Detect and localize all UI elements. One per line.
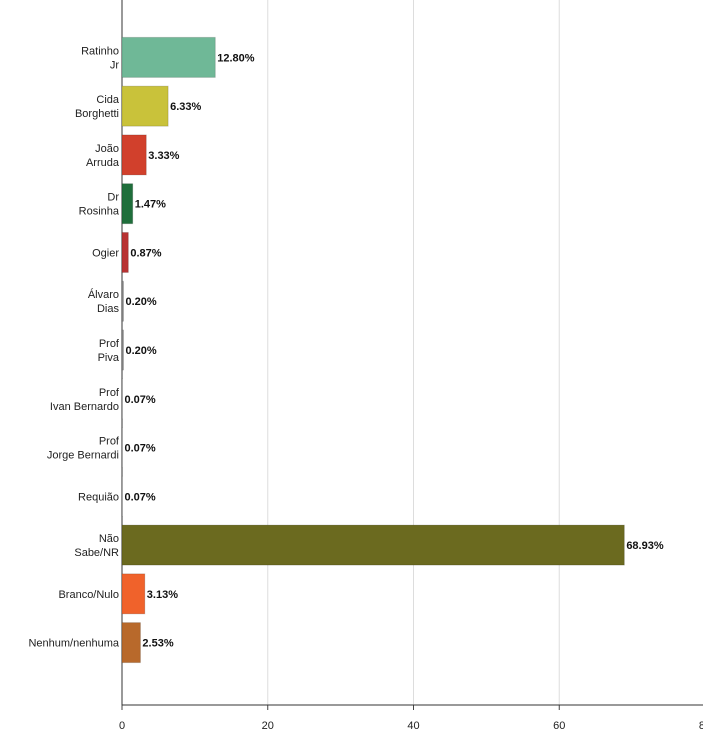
value-label: 2.53%: [142, 638, 173, 650]
y-tick-label-line: Jr: [110, 59, 120, 71]
y-tick-label: Prof Piva: [98, 338, 120, 364]
value-label: 3.33%: [148, 150, 179, 162]
value-label: 12.80%: [217, 52, 255, 64]
y-tick-label: Ogier: [92, 247, 119, 259]
x-tick-label: 20: [262, 720, 274, 732]
y-tick-label: Cida Borghetti: [75, 94, 120, 120]
y-tick-label-line: Sabe/NR: [74, 547, 119, 559]
bar: [121, 85, 169, 127]
y-tick-label: Prof Ivan Bernardo: [50, 387, 120, 413]
bar: [121, 573, 146, 615]
bar: [121, 524, 625, 566]
y-tick-label-line: Nenhum/nenhuma: [28, 638, 119, 650]
y-tick-label-line: Piva: [98, 352, 120, 364]
bar: [121, 622, 141, 664]
bar: [121, 427, 124, 469]
bar: [121, 183, 134, 225]
y-tick-label-line: Ogier: [92, 247, 119, 259]
y-tick-label-line: Prof: [99, 338, 120, 350]
y-tick-label: Requião: [78, 491, 119, 503]
y-tick-label-line: Arruda: [86, 157, 120, 169]
y-tick-label: Prof Jorge Bernardi: [47, 436, 120, 462]
y-tick-label-line: Não: [99, 533, 119, 545]
value-label: 0.07%: [125, 394, 156, 406]
y-tick-label-line: Dr: [107, 192, 119, 204]
y-tick-label-line: Ratinho: [81, 45, 119, 57]
y-tick-label-line: Requião: [78, 491, 119, 503]
bar: [121, 36, 216, 78]
y-tick-label-line: Álvaro: [88, 288, 119, 301]
y-tick-label-line: Branco/Nulo: [58, 589, 119, 601]
bar: [121, 475, 124, 517]
value-label: 3.13%: [147, 589, 178, 601]
bar: [121, 329, 124, 371]
bar: [121, 231, 129, 273]
y-tick-label-line: Prof: [99, 436, 120, 448]
value-label: 0.20%: [125, 345, 156, 357]
x-tick-label: 80: [699, 720, 703, 732]
y-tick-label: Dr Rosinha: [79, 192, 120, 218]
y-tick-label-line: Dias: [97, 303, 120, 315]
x-tick-label: 0: [119, 720, 125, 732]
y-tick-label: Ratinho Jr: [81, 45, 119, 71]
bar: [121, 134, 147, 176]
y-tick-label: João Arruda: [86, 143, 120, 169]
bar: [121, 378, 124, 420]
value-label: 0.87%: [130, 247, 161, 259]
value-label: 68.93%: [626, 540, 664, 552]
y-tick-label-line: Ivan Bernardo: [50, 401, 119, 413]
value-label: 0.07%: [125, 491, 156, 503]
value-label: 0.07%: [125, 443, 156, 455]
y-tick-label-line: João: [95, 143, 119, 155]
y-tick-label: Não Sabe/NR: [74, 533, 119, 559]
bar: [121, 280, 124, 322]
y-tick-label: Álvaro Dias: [88, 288, 120, 315]
y-tick-label-line: Rosinha: [79, 206, 120, 218]
y-tick-label-line: Borghetti: [75, 108, 119, 120]
y-tick-label: Branco/Nulo: [58, 589, 119, 601]
value-label: 1.47%: [135, 199, 166, 211]
y-tick-label-line: Jorge Bernardi: [47, 450, 119, 462]
y-tick-label-line: Cida: [96, 94, 120, 106]
y-tick-label: Nenhum/nenhuma: [28, 638, 119, 650]
x-tick-label: 40: [407, 720, 419, 732]
x-tick-label: 60: [553, 720, 565, 732]
value-label: 6.33%: [170, 101, 201, 113]
y-tick-label-line: Prof: [99, 387, 120, 399]
value-label: 0.20%: [125, 296, 156, 308]
